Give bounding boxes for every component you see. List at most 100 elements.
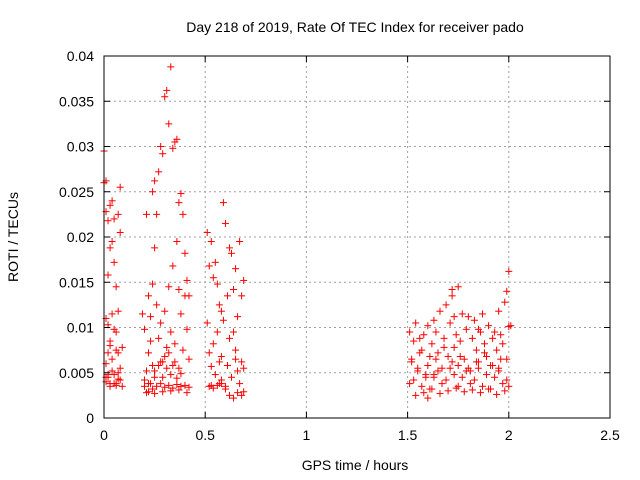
data-point (211, 258, 219, 266)
data-point (468, 334, 476, 342)
data-point (155, 362, 163, 370)
data-point (434, 367, 442, 375)
data-point (205, 262, 213, 270)
data-point (185, 292, 193, 300)
data-point (157, 358, 165, 366)
data-point (448, 292, 456, 300)
data-point (165, 381, 173, 389)
data-point (230, 328, 238, 336)
data-point (478, 382, 486, 390)
data-point (112, 346, 120, 354)
data-point (485, 322, 493, 330)
data-point (203, 228, 211, 236)
data-point (456, 337, 464, 345)
data-point (140, 325, 148, 333)
data-point (493, 346, 501, 354)
data-point (213, 280, 221, 288)
data-point (114, 210, 122, 218)
data-point (450, 343, 458, 351)
data-point (213, 381, 221, 389)
data-point (108, 367, 116, 375)
data-point (483, 371, 491, 379)
data-point (501, 298, 509, 306)
data-point (175, 364, 183, 372)
data-point (446, 319, 454, 327)
data-point (452, 384, 460, 392)
data-point (143, 210, 151, 218)
data-point (225, 391, 233, 399)
data-point (179, 210, 187, 218)
data-point (185, 355, 193, 363)
data-point (211, 371, 219, 379)
data-point (163, 343, 171, 351)
data-point (236, 380, 244, 388)
data-point (209, 274, 217, 282)
y-tick-label: 0.01 (67, 320, 94, 336)
data-point (118, 382, 126, 390)
data-point (493, 390, 501, 398)
x-tick-label: 2 (505, 427, 513, 443)
data-point (470, 316, 478, 324)
x-tick-label: 2.5 (600, 427, 620, 443)
data-point (460, 388, 468, 396)
x-tick-label: 1.5 (398, 427, 418, 443)
data-point (234, 313, 242, 321)
data-point (430, 373, 438, 381)
data-point (466, 380, 474, 388)
data-point (505, 382, 513, 390)
data-point (167, 387, 175, 395)
data-point (230, 285, 238, 293)
data-point (209, 340, 217, 348)
y-tick-label: 0.025 (59, 184, 94, 200)
data-point (472, 358, 480, 366)
data-point (167, 371, 175, 379)
data-point (464, 313, 472, 321)
data-point (104, 371, 112, 379)
data-point (140, 376, 148, 384)
data-point (183, 325, 191, 333)
data-point (454, 362, 462, 370)
data-point (436, 390, 444, 398)
data-point (171, 358, 179, 366)
data-point (159, 373, 167, 381)
data-point (108, 238, 116, 246)
data-point (444, 387, 452, 395)
data-point (217, 307, 225, 315)
data-point (112, 381, 120, 389)
data-point (157, 319, 165, 327)
data-point (448, 358, 456, 366)
data-point (424, 362, 432, 370)
data-point (149, 188, 157, 196)
data-point (108, 310, 116, 318)
data-point (149, 362, 157, 370)
data-point (440, 343, 448, 351)
data-point (205, 349, 213, 357)
data-points (100, 63, 515, 402)
data-point (228, 249, 236, 257)
data-point (161, 307, 169, 315)
data-point (151, 244, 159, 252)
data-point (165, 283, 173, 291)
data-point (410, 337, 418, 345)
data-point (424, 394, 432, 402)
data-point (104, 271, 112, 279)
data-point (428, 340, 436, 348)
data-point (173, 374, 181, 382)
data-point (442, 376, 450, 384)
data-point (434, 349, 442, 357)
x-axis-label: GPS time / hours (302, 457, 409, 473)
data-point (114, 375, 122, 383)
data-point (205, 382, 213, 390)
data-point (165, 349, 173, 357)
data-point (234, 367, 242, 375)
data-point (438, 364, 446, 372)
data-point (458, 373, 466, 381)
data-point (464, 364, 472, 372)
y-tick-label: 0.005 (59, 365, 94, 381)
data-point (163, 364, 171, 372)
data-point (489, 362, 497, 370)
data-point (432, 355, 440, 363)
data-point (428, 385, 436, 393)
data-point (497, 331, 505, 339)
